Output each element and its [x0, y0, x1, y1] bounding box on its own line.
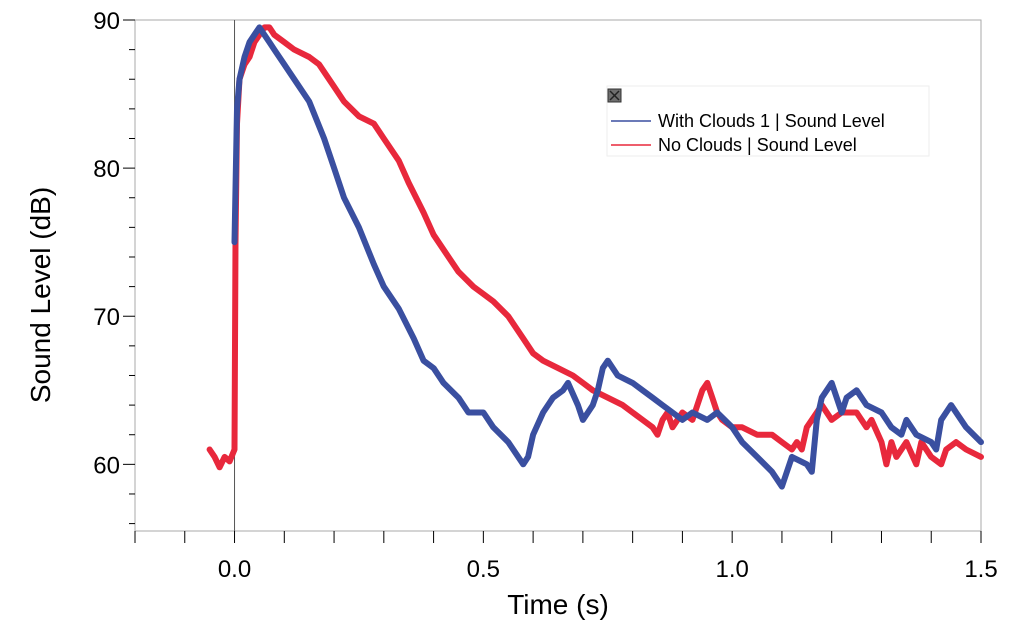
legend-label-no-clouds: No Clouds | Sound Level: [658, 135, 857, 155]
y-tick-label: 80: [93, 156, 120, 183]
y-tick-label: 70: [93, 304, 120, 331]
legend-box: [606, 85, 930, 157]
legend-close-icon[interactable]: [607, 88, 622, 103]
legend: With Clouds 1 | Sound Level No Clouds | …: [606, 85, 930, 157]
y-tick-label: 60: [93, 452, 120, 479]
x-axis-title: Time (s): [507, 589, 609, 620]
series-line-no-clouds: [206, 24, 984, 471]
x-axis-ticks: 0.0 0.5 1.0 1.5: [134, 531, 998, 583]
x-tick-label: 1.5: [964, 556, 997, 583]
y-axis-title: Sound Level (dB): [25, 187, 56, 403]
x-tick-label: 0.0: [218, 556, 251, 583]
y-axis-ticks: 60 70 80 90: [93, 8, 135, 525]
legend-label-with-clouds: With Clouds 1 | Sound Level: [658, 111, 885, 131]
series-layer: [206, 24, 984, 490]
y-tick-label: 90: [93, 8, 120, 35]
x-tick-label: 1.0: [715, 556, 748, 583]
series-line-with-clouds: [231, 24, 984, 490]
x-tick-label: 0.5: [467, 556, 500, 583]
plot-frame: [134, 19, 982, 532]
